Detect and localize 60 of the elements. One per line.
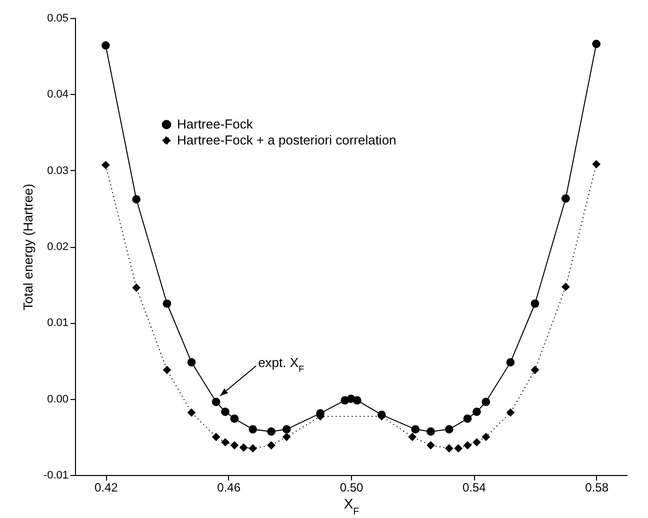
point (230, 441, 239, 450)
point (426, 441, 435, 450)
x-tick-label: 0.54 (462, 480, 486, 494)
point (426, 427, 435, 436)
point (506, 358, 515, 366)
y-tick-label: 0.00 (47, 393, 68, 406)
point (444, 425, 454, 434)
point (212, 398, 220, 406)
point (454, 444, 463, 453)
point (472, 408, 481, 416)
point (561, 282, 570, 292)
y-tick-label: -0.01 (43, 470, 68, 482)
point (282, 425, 291, 434)
point (162, 366, 172, 374)
point (506, 408, 515, 417)
x-tick-label: 0.50 (340, 480, 364, 494)
point (187, 358, 196, 366)
annotation: expt. X$_{F}$ (258, 354, 305, 374)
legend-label: Hartree-Fock + a posteriori correlation (177, 132, 396, 148)
point (561, 194, 570, 203)
point (221, 438, 230, 446)
point (472, 438, 481, 446)
x-tick-label: 0.58 (585, 480, 609, 494)
x-tick-label: 0.46 (217, 480, 241, 494)
point (221, 408, 230, 416)
point (530, 366, 540, 374)
point (212, 432, 220, 442)
point (463, 441, 472, 450)
y-tick-label: 0.01 (47, 317, 68, 330)
x-tick-label: 0.42 (94, 480, 118, 494)
point (282, 432, 291, 442)
point (444, 444, 454, 453)
point (463, 414, 472, 423)
y-tick-label: 0.02 (47, 241, 68, 253)
point (482, 398, 490, 406)
y-tick-label: 0.05 (47, 12, 68, 24)
legend-label: Hartree-Fock (177, 116, 254, 132)
point (101, 160, 110, 170)
point (592, 40, 601, 48)
point (248, 425, 258, 434)
point (132, 195, 141, 204)
point (408, 432, 417, 442)
y-tick-label: 0.03 (47, 164, 68, 177)
y-tick-label: 0.04 (47, 88, 68, 101)
point (482, 432, 490, 442)
point (101, 41, 110, 50)
point (530, 299, 540, 308)
x-axis-title: X$_{F}$ (344, 496, 360, 517)
point (352, 396, 362, 405)
point (162, 299, 172, 308)
point (592, 160, 601, 168)
y-axis-title: Total energy (Hartree) (20, 184, 36, 310)
point (230, 414, 239, 423)
point (267, 441, 276, 450)
point (187, 408, 196, 417)
point (132, 283, 141, 292)
point (411, 425, 420, 434)
point (239, 443, 248, 452)
point (267, 427, 276, 436)
point (248, 444, 258, 453)
